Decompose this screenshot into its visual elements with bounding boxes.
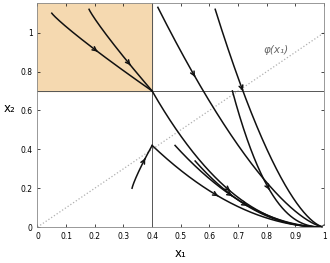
X-axis label: x₁: x₁ bbox=[175, 246, 187, 260]
Text: φ(x₁): φ(x₁) bbox=[264, 45, 289, 55]
Y-axis label: x₂: x₂ bbox=[4, 102, 15, 115]
